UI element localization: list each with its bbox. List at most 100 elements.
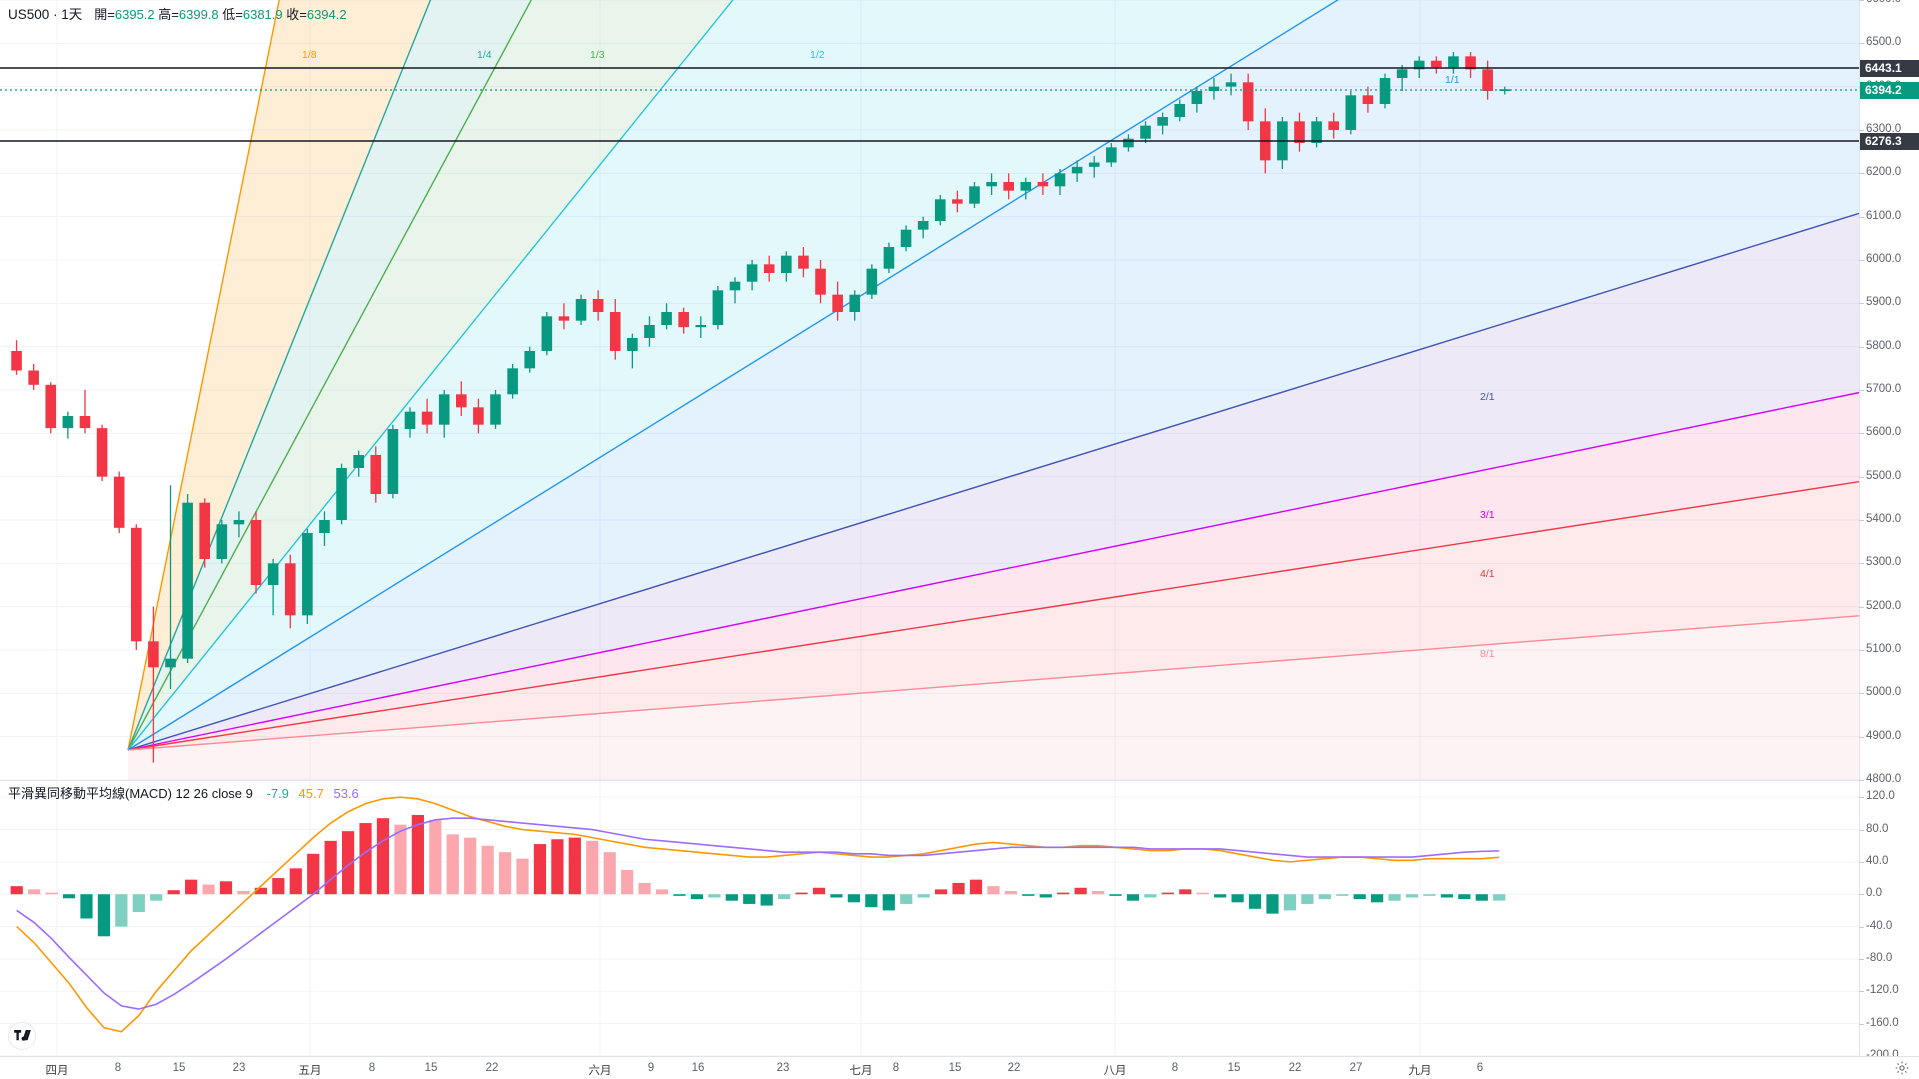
- macd-tick-label: -120.0: [1866, 984, 1899, 997]
- axis-tick-dash: [1859, 797, 1864, 799]
- candle-body: [1482, 69, 1493, 91]
- macd-hist-bar: [778, 894, 791, 900]
- candle-body: [130, 527, 142, 642]
- macd-hist-bar: [1423, 894, 1436, 896]
- candle-body: [678, 312, 689, 328]
- axis-tick-dash: [1859, 303, 1864, 305]
- candle-body: [712, 290, 724, 325]
- macd-hist-bar: [1161, 892, 1174, 895]
- axis-tick-dash: [1859, 606, 1864, 608]
- price-tick-label: 6600.0: [1866, 0, 1901, 5]
- macd-hist-bar: [150, 894, 163, 901]
- candle-body: [558, 316, 570, 321]
- macd-hist-bar: [1283, 894, 1297, 911]
- candle-body: [113, 476, 125, 528]
- candle-body: [1396, 69, 1408, 78]
- time-tick-16: 16: [691, 1062, 705, 1074]
- macd-hist-bar: [202, 884, 215, 895]
- candle-body: [1123, 138, 1134, 148]
- candle-body: [1379, 78, 1391, 104]
- axis-tick-dash: [1859, 926, 1864, 928]
- tradingview-logo[interactable]: [8, 1022, 36, 1050]
- gann-ray-label: 4/1: [1480, 568, 1495, 580]
- macd-hist-bar: [533, 844, 547, 895]
- axis-tick-dash: [1859, 433, 1864, 435]
- price-tag-6443.1[interactable]: 6443.1: [1860, 60, 1919, 77]
- macd-hist-bar: [882, 894, 895, 911]
- price-scale[interactable]: 6600.06500.06400.06300.06200.06100.06000…: [1859, 0, 1919, 1061]
- candle-body: [986, 182, 997, 187]
- price-tag-6394.2[interactable]: 6394.2: [1860, 82, 1919, 99]
- candle-series: [11, 52, 1511, 763]
- price-tick-label: 5000.0: [1866, 686, 1902, 699]
- macd-hist-bar: [1371, 894, 1384, 903]
- candle-body: [1242, 82, 1254, 122]
- candle-body: [421, 411, 433, 425]
- macd-hist-bar: [987, 886, 1000, 895]
- gann-band-outer: [128, 615, 1859, 780]
- axis-tick-dash: [1859, 43, 1864, 45]
- gann-ray-label: 1/4: [477, 49, 492, 61]
- gann-fan: 1/8 1/4 1/3 1/2 1/1 2/1 3/1 4/1 8/1: [127, 0, 1859, 780]
- macd-hist-bar: [28, 889, 41, 895]
- candle-body: [284, 563, 296, 616]
- candle-body: [917, 221, 929, 230]
- candle-body: [1345, 95, 1357, 130]
- macd-pane[interactable]: [0, 781, 1859, 1056]
- axis-tick-dash: [1859, 693, 1864, 695]
- macd-hist-bar: [934, 889, 948, 895]
- macd-hist-bar: [289, 868, 302, 895]
- macd-hist-bar: [324, 840, 337, 895]
- macd-tick-label: 40.0: [1866, 854, 1889, 867]
- candle-body: [1157, 117, 1168, 126]
- candle-body: [1054, 173, 1066, 187]
- price-tick-label: 6500.0: [1866, 36, 1902, 49]
- candle-body: [1191, 91, 1203, 104]
- chart-settings-gear-icon[interactable]: [1894, 1060, 1910, 1076]
- candle-body: [1106, 147, 1117, 163]
- gann-ray: [127, 0, 734, 751]
- axis-tick-dash: [1859, 390, 1864, 391]
- macd-hist-bar: [1405, 894, 1419, 898]
- candle-body: [1431, 60, 1442, 68]
- macd-hist-bar: [655, 889, 669, 895]
- price-tag-6276.3[interactable]: 6276.3: [1860, 133, 1919, 150]
- macd-hist-bar: [185, 879, 198, 895]
- macd-tick-label: 0.0: [1866, 887, 1882, 900]
- macd-hist-bar: [498, 852, 512, 895]
- macd-hist-bar: [743, 894, 756, 904]
- candle-body: [1465, 56, 1476, 70]
- gann-ray-label: 8/1: [1480, 648, 1495, 660]
- price-tick-label: 5200.0: [1866, 599, 1902, 612]
- candle-body: [165, 658, 176, 668]
- macd-hist-bar: [690, 894, 704, 900]
- gann-ray: [127, 391, 1859, 751]
- candle-body: [79, 416, 91, 429]
- macd-tick-label: -160.0: [1866, 1016, 1899, 1029]
- candle-body: [934, 199, 946, 221]
- time-scale[interactable]: 四月 8 15 23 五月 8 15 22 六月 9 16 23 七月 8 15 22 八月 8 15 22 27 九月 6: [0, 1056, 1919, 1079]
- candle-body: [45, 384, 57, 429]
- pane-separator[interactable]: [0, 780, 1859, 781]
- price-pane[interactable]: 1/8 1/4 1/3 1/2 1/1 2/1 3/1 4/1 8/1: [0, 0, 1859, 780]
- price-tick-label: 4900.0: [1866, 729, 1902, 742]
- axis-tick-dash: [1859, 958, 1864, 960]
- candle-body: [1020, 182, 1032, 191]
- macd-hist-bar: [411, 814, 424, 895]
- candle-body: [1413, 60, 1425, 70]
- candle-body: [1071, 166, 1083, 174]
- price-tick-label: 5400.0: [1866, 513, 1902, 525]
- time-tick-9: 9: [647, 1062, 655, 1074]
- gann-ray: [127, 0, 533, 751]
- axis-tick-dash: [1859, 520, 1864, 521]
- macd-hist-bar: [865, 894, 878, 908]
- macd-hist-bar: [446, 834, 459, 895]
- candle-body: [524, 351, 536, 369]
- price-tick-label: 5600.0: [1866, 426, 1902, 439]
- time-tick-15: 15: [948, 1062, 962, 1074]
- gann-band: [128, 0, 431, 750]
- axis-tick-dash: [1859, 173, 1864, 175]
- tradingview-logo-icon: [13, 1029, 31, 1041]
- time-tick-22: 22: [485, 1062, 499, 1074]
- axis-tick-dash: [1859, 476, 1864, 478]
